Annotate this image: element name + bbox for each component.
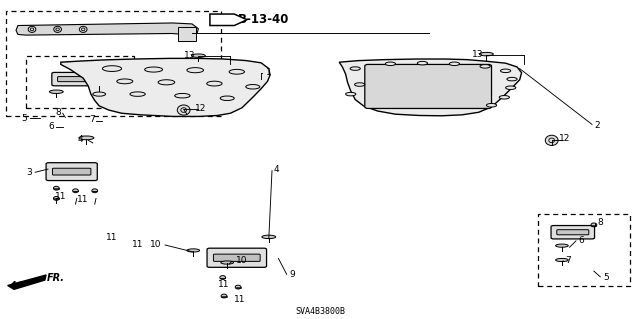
Text: 1: 1	[266, 68, 272, 77]
Ellipse shape	[28, 26, 36, 33]
Ellipse shape	[49, 90, 63, 93]
Text: 11: 11	[106, 233, 118, 242]
Ellipse shape	[556, 258, 568, 262]
Text: 8: 8	[55, 108, 61, 117]
Text: SVA4B3800B: SVA4B3800B	[295, 308, 345, 316]
Ellipse shape	[506, 86, 516, 90]
Text: 11: 11	[234, 295, 246, 304]
Text: 3: 3	[26, 168, 32, 177]
Text: FR.: FR.	[47, 272, 65, 283]
Ellipse shape	[145, 67, 163, 72]
FancyBboxPatch shape	[557, 230, 589, 235]
FancyBboxPatch shape	[551, 226, 595, 239]
Text: 11: 11	[132, 241, 143, 249]
Ellipse shape	[385, 62, 396, 66]
Ellipse shape	[417, 61, 428, 65]
Ellipse shape	[236, 285, 241, 289]
Polygon shape	[16, 23, 198, 35]
Text: 10: 10	[236, 256, 247, 265]
Text: 7: 7	[89, 115, 95, 124]
Ellipse shape	[92, 84, 106, 87]
Text: 12: 12	[195, 104, 206, 113]
Ellipse shape	[220, 276, 225, 279]
Text: 7: 7	[565, 256, 571, 265]
Ellipse shape	[221, 294, 227, 298]
FancyBboxPatch shape	[178, 27, 196, 41]
Ellipse shape	[221, 261, 234, 264]
Ellipse shape	[355, 83, 365, 86]
Ellipse shape	[556, 244, 568, 247]
Text: 11: 11	[55, 192, 67, 201]
Ellipse shape	[102, 66, 122, 71]
Text: 10: 10	[150, 240, 161, 249]
Text: 5: 5	[603, 273, 609, 282]
Ellipse shape	[54, 26, 61, 33]
Text: 5: 5	[21, 114, 27, 122]
FancyBboxPatch shape	[214, 254, 260, 261]
Text: 12: 12	[559, 134, 570, 143]
Ellipse shape	[262, 235, 276, 239]
Ellipse shape	[479, 52, 493, 56]
Ellipse shape	[175, 93, 190, 98]
Ellipse shape	[500, 69, 511, 73]
Bar	[6, 11, 221, 116]
FancyBboxPatch shape	[365, 64, 492, 108]
Text: 2: 2	[594, 121, 600, 130]
Ellipse shape	[177, 105, 190, 115]
FancyBboxPatch shape	[52, 168, 91, 175]
Ellipse shape	[53, 197, 59, 200]
FancyBboxPatch shape	[58, 77, 90, 82]
Text: 6: 6	[578, 236, 584, 245]
Ellipse shape	[79, 136, 94, 140]
Ellipse shape	[346, 93, 356, 96]
Ellipse shape	[591, 223, 597, 227]
Ellipse shape	[246, 85, 260, 89]
Ellipse shape	[350, 67, 360, 70]
Ellipse shape	[187, 68, 204, 73]
Ellipse shape	[53, 186, 59, 190]
Text: 4: 4	[77, 135, 83, 144]
Polygon shape	[8, 275, 46, 289]
Ellipse shape	[545, 135, 558, 145]
Text: 9: 9	[289, 271, 295, 279]
FancyBboxPatch shape	[207, 248, 267, 267]
Text: 13: 13	[472, 50, 483, 59]
Ellipse shape	[130, 92, 145, 96]
Ellipse shape	[480, 64, 490, 68]
Polygon shape	[210, 14, 247, 26]
FancyBboxPatch shape	[46, 163, 97, 181]
Text: 6: 6	[48, 122, 54, 131]
Text: 11: 11	[77, 195, 89, 204]
Bar	[26, 56, 134, 108]
Text: 8: 8	[597, 218, 603, 227]
Ellipse shape	[117, 79, 133, 84]
Ellipse shape	[79, 26, 87, 33]
Ellipse shape	[187, 249, 200, 252]
Ellipse shape	[73, 189, 78, 193]
Ellipse shape	[507, 77, 517, 81]
Polygon shape	[61, 58, 270, 116]
Ellipse shape	[486, 103, 497, 107]
FancyBboxPatch shape	[52, 72, 95, 86]
Text: 4: 4	[274, 165, 280, 174]
Ellipse shape	[449, 62, 460, 66]
Ellipse shape	[158, 80, 175, 85]
Text: 11: 11	[218, 280, 230, 289]
Ellipse shape	[220, 96, 234, 100]
Ellipse shape	[92, 189, 97, 193]
Bar	[538, 214, 630, 286]
Ellipse shape	[229, 70, 244, 74]
Text: B-13-40: B-13-40	[238, 13, 289, 26]
Ellipse shape	[93, 92, 106, 96]
Text: 13: 13	[184, 51, 195, 60]
Ellipse shape	[191, 54, 205, 57]
Ellipse shape	[207, 81, 222, 86]
Ellipse shape	[499, 96, 509, 99]
Polygon shape	[339, 59, 522, 116]
